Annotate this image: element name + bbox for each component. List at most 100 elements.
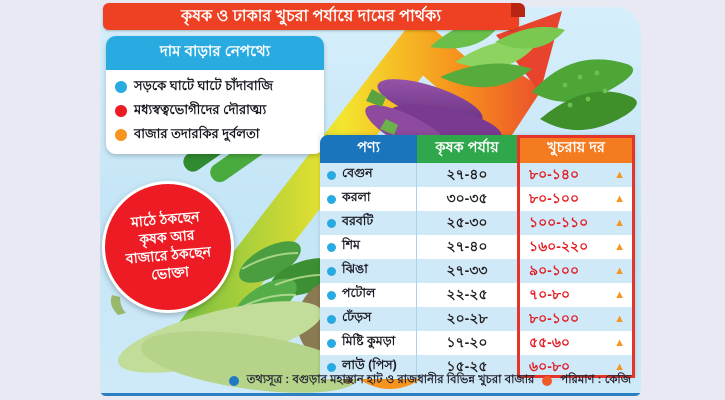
retail-price-cell: ৮০-১৪০ ▲ <box>517 163 635 187</box>
product-name: মিষ্টি কুমড়া <box>342 334 396 348</box>
up-triangle-icon: ▲ <box>614 216 625 229</box>
beans-illustration <box>430 20 565 88</box>
up-triangle-icon: ▲ <box>614 312 625 325</box>
product-cell: মিষ্টি কুমড়া <box>320 331 417 355</box>
table-body: বেগুন ২৭-৪০ ৮০-১৪০ ▲ করলা ৩০-৩৫ ৮০-১০০ ▲ ব… <box>320 163 635 379</box>
up-triangle-icon: ▲ <box>614 240 625 253</box>
cheated-message-badge: মাঠে ঠকছেন কৃষক আর বাজারে ঠকছেন ভোক্তা <box>102 181 234 313</box>
retail-price-cell: ৮০-১০০ ▲ <box>517 307 635 331</box>
badge-text: মাঠে ঠকছেন কৃষক আর বাজারে ঠকছেন ভোক্তা <box>125 208 212 283</box>
reason-label: বাজার তদারকির দুর্বলতা <box>134 125 260 141</box>
bullet-icon <box>327 194 336 204</box>
retail-price: ১৬০-২২০ <box>529 238 589 254</box>
retail-price: ৭০-৮০ <box>529 286 571 302</box>
retail-price: ১০০-১১০ <box>529 214 589 230</box>
red-bullet-icon <box>115 105 127 117</box>
up-triangle-icon: ▲ <box>614 360 625 373</box>
product-name: শিম <box>342 238 360 252</box>
product-name: ঝিঙা <box>342 262 368 276</box>
bullet-icon <box>327 218 336 228</box>
bottle-gourd-illustration <box>110 295 359 393</box>
up-triangle-icon: ▲ <box>614 264 625 277</box>
retail-price-cell: ৯০-১০০ ▲ <box>517 259 635 283</box>
unit-bullet-icon <box>542 375 553 386</box>
farmer-price-cell: ২৫-৩০ <box>446 214 488 230</box>
retail-price: ৬০-৮০ <box>529 358 571 374</box>
source-bullet-icon <box>228 375 239 386</box>
up-triangle-icon: ▲ <box>614 168 625 181</box>
bullet-icon <box>327 266 336 276</box>
bullet-icon <box>327 338 336 348</box>
bullet-icon <box>327 290 336 300</box>
reason-label: মধ্যস্বত্বভোগীদের দৌরাত্ম্য <box>134 101 267 117</box>
orange-bullet-icon <box>115 129 127 141</box>
retail-price: ৮০-১৪০ <box>529 166 580 182</box>
product-cell: ঢেঁড়স <box>320 307 417 331</box>
farmer-price-cell: ২৭-৩৩ <box>446 262 488 278</box>
retail-price-cell: ৭০-৮০ ▲ <box>517 283 635 307</box>
bitter-gourd-illustration <box>532 59 637 131</box>
price-rise-reasons-box: দাম বাড়ার নেপথ্যে সড়কে ঘাটে ঘাটে চাঁদা… <box>106 36 324 154</box>
table-row: বরবটি ২৫-৩০ ১০০-১১০ ▲ <box>320 211 635 235</box>
bottom-rule <box>100 393 641 396</box>
product-cell: পটোল <box>320 283 417 307</box>
farmer-price-cell: ১৫-২৫ <box>446 358 488 374</box>
main-panel: দাম বাড়ার নেপথ্যে সড়কে ঘাটে ঘাটে চাঁদা… <box>100 7 641 396</box>
farmer-price-cell: ২৭-৪০ <box>446 238 488 254</box>
retail-price-cell: ৫৫-৬০ ▲ <box>517 331 635 355</box>
column-header-retail-price: খুচরায় দর <box>517 135 635 163</box>
bullet-icon <box>327 362 336 372</box>
bullet-icon <box>327 242 336 252</box>
source-text: তথ্যসূত্র : বগুড়ার মহাস্থান হাট ও রাজধা… <box>246 374 535 386</box>
product-name: লাউ (পিস) <box>342 358 397 372</box>
farmer-price-cell: ৩০-৩৫ <box>446 190 488 206</box>
farmer-price-cell: ১৭-২০ <box>446 334 488 350</box>
unit-text: পরিমাণ : কেজি <box>560 374 631 386</box>
product-name: বেগুন <box>342 166 373 180</box>
reason-item: বাজার তদারকির দুর্বলতা <box>115 123 315 147</box>
blue-bullet-icon <box>115 81 127 93</box>
table-header-row: পণ্য কৃষক পর্যায় খুচরায় দর <box>320 135 635 163</box>
column-header-product: পণ্য <box>320 135 417 163</box>
product-name: পটোল <box>342 286 376 300</box>
footer: তথ্যসূত্র : বগুড়ার মহাস্থান হাট ও রাজধা… <box>228 371 631 390</box>
table-row: মিষ্টি কুমড়া ১৭-২০ ৫৫-৬০ ▲ <box>320 331 635 355</box>
retail-price-cell: ১০০-১১০ ▲ <box>517 211 635 235</box>
reason-item: সড়কে ঘাটে ঘাটে চাঁদাবাজি <box>115 75 315 99</box>
retail-price: ৯০-১০০ <box>529 262 580 278</box>
product-cell: শিম <box>320 235 417 259</box>
up-triangle-icon: ▲ <box>614 288 625 301</box>
reason-item: মধ্যস্বত্বভোগীদের দৌরাত্ম্য <box>115 99 315 123</box>
table-row: লাউ (পিস) ১৫-২৫ ৬০-৮০ ▲ <box>320 355 635 379</box>
retail-price-cell: ১৬০-২২০ ▲ <box>517 235 635 259</box>
product-name: করলা <box>342 190 371 204</box>
product-name: বরবটি <box>342 214 374 228</box>
up-triangle-icon: ▲ <box>614 192 625 205</box>
reasons-box-body: সড়কে ঘাটে ঘাটে চাঁদাবাজি মধ্যস্বত্বভোগী… <box>106 70 324 154</box>
column-header-farmer-level: কৃষক পর্যায় <box>417 135 517 163</box>
farmer-price-cell: ২৭-৪০ <box>446 166 488 182</box>
retail-price: ৮০-১০০ <box>529 310 580 326</box>
retail-price: ৫৫-৬০ <box>529 334 571 350</box>
price-table: পণ্য কৃষক পর্যায় খুচরায় দর বেগুন ২৭-৪০… <box>320 135 635 379</box>
table-row: বেগুন ২৭-৪০ ৮০-১৪০ ▲ <box>320 163 635 187</box>
product-cell: বরবটি <box>320 211 417 235</box>
bullet-icon <box>327 314 336 324</box>
table-row: পটোল ২২-২৫ ৭০-৮০ ▲ <box>320 283 635 307</box>
retail-price-cell: ৮০-১০০ ▲ <box>517 187 635 211</box>
farmer-price-cell: ২২-২৫ <box>446 286 488 302</box>
table-row: শিম ২৭-৪০ ১৬০-২২০ ▲ <box>320 235 635 259</box>
retail-price: ৮০-১০০ <box>529 190 580 206</box>
product-cell: করলা <box>320 187 417 211</box>
banner-fold <box>511 3 525 17</box>
farmer-price-cell: ২০-২৮ <box>446 310 488 326</box>
product-cell: লাউ (পিস) <box>320 355 417 379</box>
table-row: করলা ৩০-৩৫ ৮০-১০০ ▲ <box>320 187 635 211</box>
product-cell: ঝিঙা <box>320 259 417 283</box>
reason-label: সড়কে ঘাটে ঘাটে চাঁদাবাজি <box>134 77 273 93</box>
page-title: কৃষক ও ঢাকার খুচরা পর্যায়ে দামের পার্থক… <box>181 7 441 25</box>
table-row: ঝিঙা ২৭-৩৩ ৯০-১০০ ▲ <box>320 259 635 283</box>
table-row: ঢেঁড়স ২০-২৮ ৮০-১০০ ▲ <box>320 307 635 331</box>
bullet-icon <box>327 170 336 180</box>
